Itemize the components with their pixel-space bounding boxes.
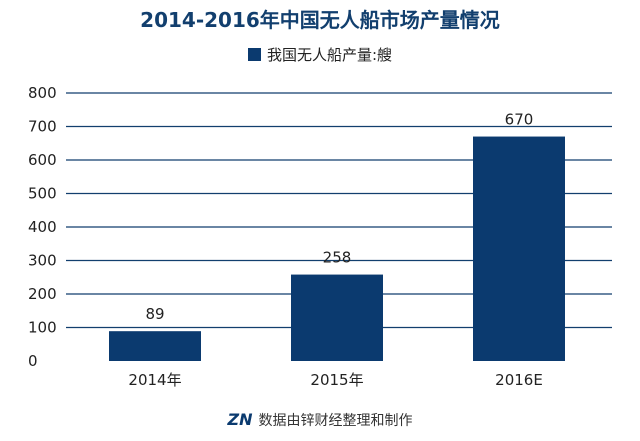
y-tick-label: 400	[28, 218, 57, 236]
bar	[473, 136, 565, 361]
y-tick-label: 600	[28, 151, 57, 169]
x-tick-label: 2015年	[310, 371, 363, 389]
y-tick-label: 500	[28, 185, 57, 203]
y-tick-label: 200	[28, 285, 57, 303]
bar	[109, 331, 201, 361]
source-footer: ZN 数据由锌财经整理和制作	[0, 410, 640, 430]
y-tick-label: 300	[28, 252, 57, 270]
x-axis-ticks: 2014年 2015年 2016E	[128, 371, 542, 389]
chart-legend: 我国无人船产量:艘	[0, 44, 640, 65]
y-axis-ticks: 0 100 200 300 400 500 600 700 800	[28, 84, 57, 370]
y-tick-label: 800	[28, 84, 57, 102]
y-tick-label: 100	[28, 319, 57, 337]
x-tick-label: 2016E	[495, 371, 543, 389]
data-label: 258	[323, 249, 352, 267]
bar	[291, 274, 383, 361]
legend-label: 我国无人船产量:艘	[266, 46, 393, 64]
legend-swatch	[247, 48, 261, 61]
y-tick-label: 700	[28, 118, 57, 136]
x-tick-label: 2014年	[128, 371, 181, 389]
data-labels: 89 258 670	[145, 111, 533, 324]
chart-title: 2014-2016年中国无人船市场产量情况	[140, 8, 500, 32]
footer-text: 数据由锌财经整理和制作	[258, 413, 413, 429]
data-label: 89	[145, 305, 164, 323]
y-tick-label: 0	[28, 352, 38, 370]
bars	[109, 136, 565, 361]
data-label: 670	[505, 111, 534, 129]
zn-logo: ZN	[227, 410, 253, 429]
